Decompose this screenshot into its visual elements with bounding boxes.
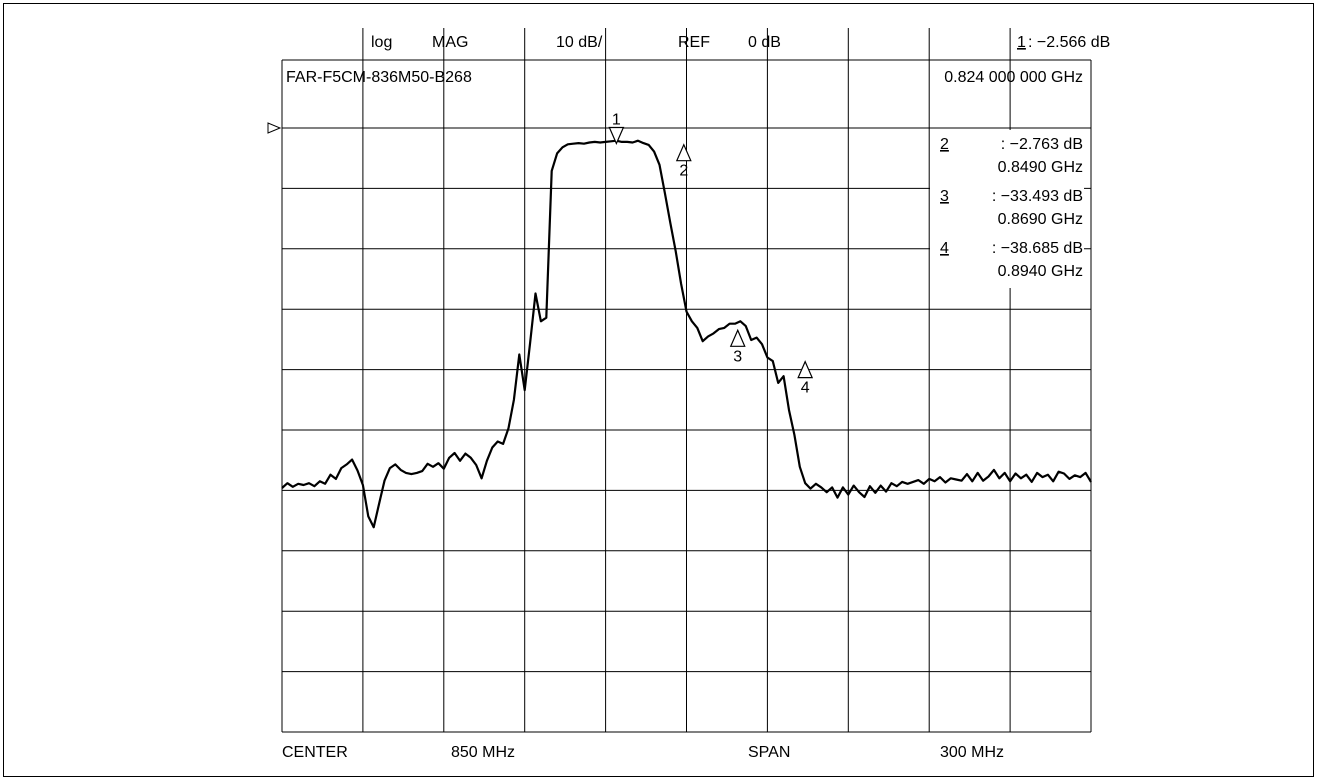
center-value: 850 MHz: [451, 744, 515, 761]
span-label: SPAN: [748, 744, 790, 761]
marker1-number: 1: [1017, 34, 1026, 51]
marker3-number: 3: [940, 188, 949, 205]
marker-4-label: 4: [801, 380, 810, 397]
marker2-value: : −2.763 dB: [1001, 136, 1083, 153]
center-label: CENTER: [282, 744, 348, 761]
marker-1-symbol: [608, 126, 625, 145]
analyzer-display-frame: [3, 3, 1314, 777]
marker3-value: : −33.493 dB: [992, 188, 1083, 205]
header-measurement: MAG: [432, 34, 468, 51]
marker-3-symbol: [729, 328, 746, 347]
marker4-frequency: 0.8940 GHz: [998, 263, 1083, 280]
span-value: 300 MHz: [940, 744, 1004, 761]
marker-table: 2 : −2.763 dB 0.8490 GHz 3 : −33.493 dB …: [930, 130, 1084, 288]
marker4-value: : −38.685 dB: [992, 240, 1083, 257]
marker3-frequency: 0.8690 GHz: [998, 211, 1083, 228]
header-scale: 10 dB/: [556, 34, 603, 51]
markers: 1 2 3 4: [608, 111, 814, 397]
header-ref-value: 0 dB: [748, 34, 781, 51]
marker-1-label: 1: [612, 111, 621, 128]
response-trace: [281, 139, 1092, 529]
header-ref-label: REF: [678, 34, 710, 51]
marker1-value: : −2.566 dB: [1028, 34, 1110, 51]
device-label: FAR-F5CM-836M50-B268: [286, 69, 472, 86]
marker-3-label: 3: [733, 348, 742, 365]
header-format: log: [371, 34, 392, 51]
marker4-number: 4: [940, 240, 949, 257]
marker-2-label: 2: [679, 163, 688, 180]
marker1-frequency: 0.824 000 000 GHz: [944, 69, 1083, 86]
marker2-number: 2: [940, 136, 949, 153]
marker2-frequency: 0.8490 GHz: [998, 159, 1083, 176]
marker-2-symbol: [675, 143, 692, 162]
marker-4-symbol: [797, 360, 814, 379]
reference-level-pointer: [267, 122, 282, 134]
